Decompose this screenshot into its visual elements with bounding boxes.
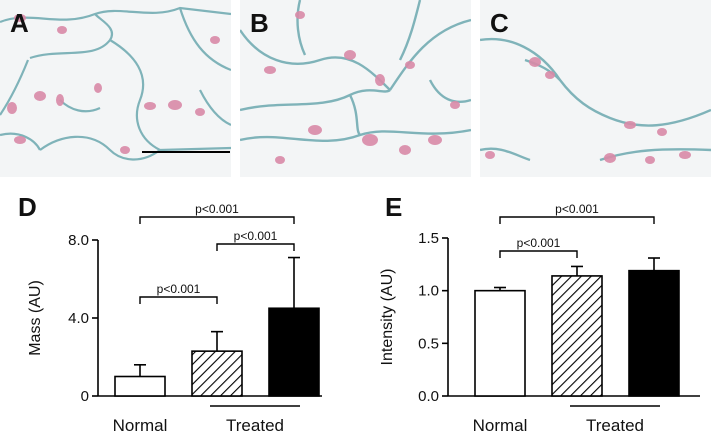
x-label-treated: Treated	[586, 416, 644, 435]
panel-label-b: B	[250, 8, 269, 38]
micrograph-c-image	[480, 0, 711, 177]
significance-label: p<0.001	[555, 202, 599, 216]
y-tick-label: 1.0	[418, 283, 439, 300]
micrograph-a-image	[0, 0, 231, 177]
y-tick-label: 4.0	[68, 310, 89, 327]
panel-label-e: E	[385, 192, 403, 222]
panel-label-a: A	[10, 8, 29, 38]
y-tick-label: 1.5	[418, 230, 439, 247]
y-axis-label: Mass (AU)	[27, 280, 44, 356]
chart-d-svg: 0 4.0 8.0 Mass (AU) p<0.001 p<0.001 p<0.001 Nor…	[27, 202, 322, 435]
bar	[628, 269, 680, 397]
bar	[474, 289, 526, 397]
chart-e: 0.0 0.5 1.0 1.5 Intensity (AU) p<0.001 p<0.001…	[360, 180, 711, 435]
significance-bracket	[499, 216, 655, 224]
micrograph-b	[240, 0, 471, 177]
y-tick-label: 0.0	[418, 388, 439, 405]
chart-e-svg: 0.0 0.5 1.0 1.5 Intensity (AU) p<0.001 p<0.001…	[379, 202, 700, 435]
x-label-normal: Normal	[113, 416, 168, 435]
y-tick-label: 0.5	[418, 335, 439, 352]
y-axis-label: Intensity (AU)	[379, 269, 396, 366]
x-label-normal: Normal	[473, 416, 528, 435]
panel-label-d: D	[18, 192, 37, 222]
y-tick-label: 8.0	[68, 232, 89, 249]
bar	[268, 307, 320, 397]
significance-bracket	[216, 243, 295, 251]
bar	[191, 350, 243, 397]
significance-bracket	[139, 296, 218, 304]
micrograph-b-image	[240, 0, 471, 177]
panel-label-c: C	[490, 8, 509, 38]
significance-label: p<0.001	[517, 236, 561, 250]
bar	[114, 375, 166, 397]
micrograph-c	[480, 0, 711, 177]
y-tick-label: 0	[81, 388, 89, 405]
significance-bracket	[499, 250, 578, 258]
significance-label: p<0.001	[195, 202, 239, 216]
chart-d: 0 4.0 8.0 Mass (AU) p<0.001 p<0.001 p<0.001 Nor…	[0, 180, 340, 435]
bar	[551, 275, 603, 397]
significance-label: p<0.001	[234, 229, 278, 243]
significance-bracket	[139, 216, 295, 224]
micrograph-a	[0, 0, 231, 177]
x-label-treated: Treated	[226, 416, 284, 435]
significance-label: p<0.001	[157, 282, 201, 296]
